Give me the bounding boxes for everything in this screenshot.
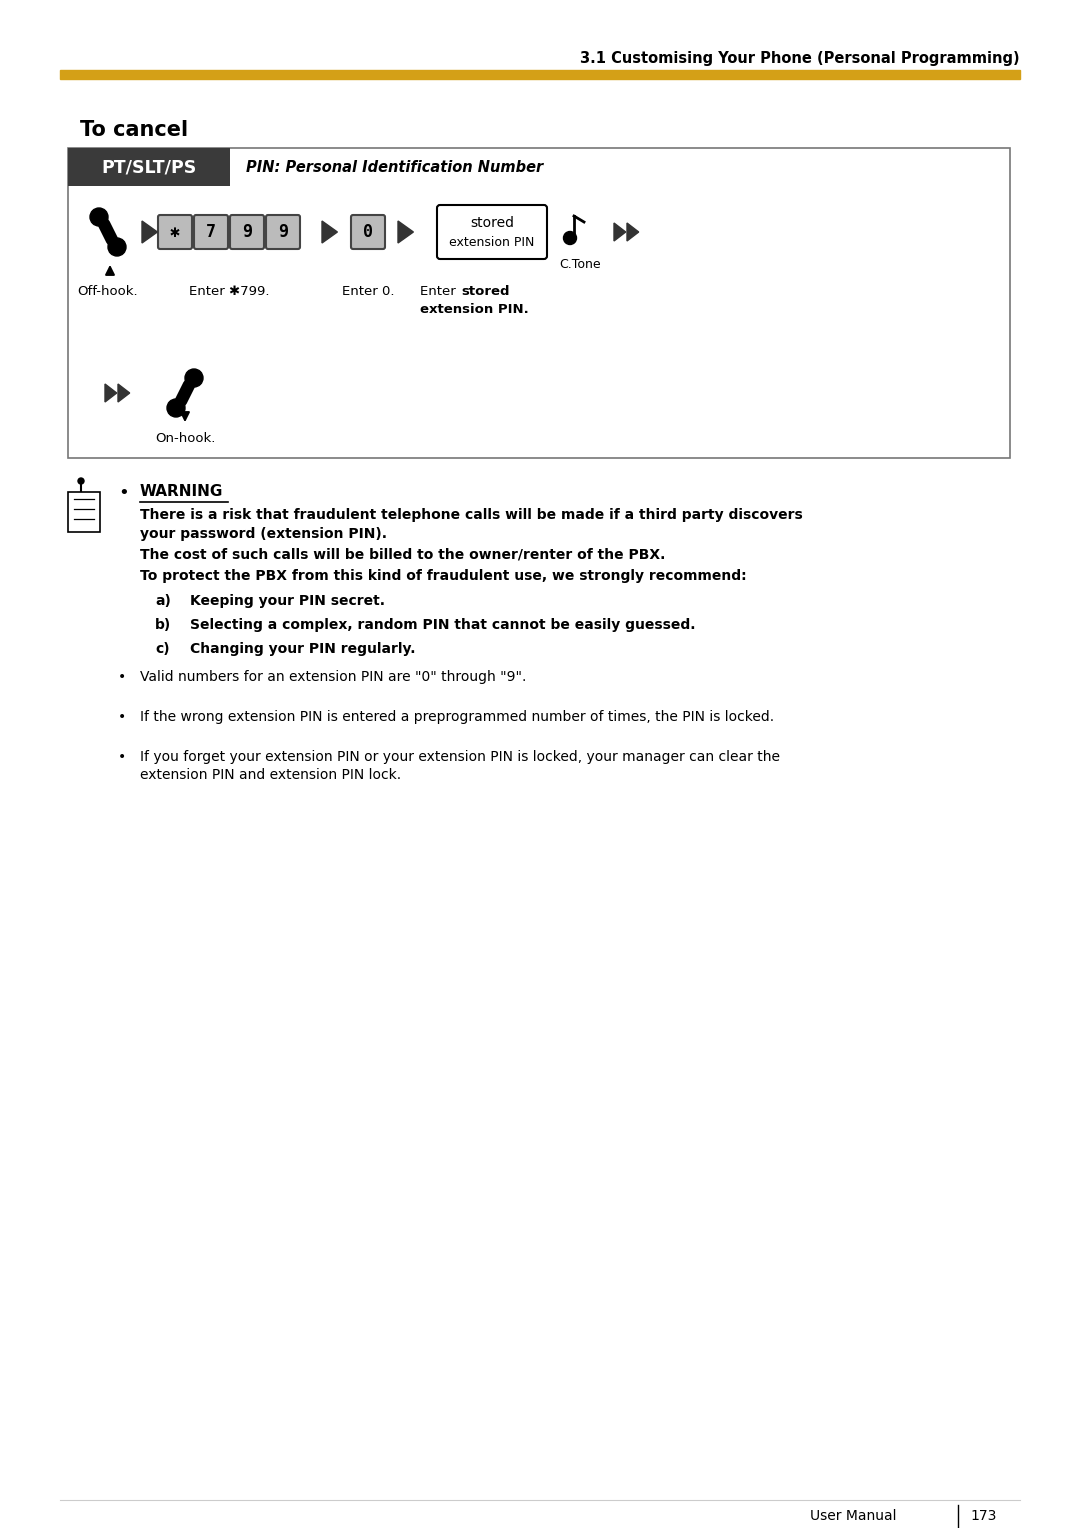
Text: To protect the PBX from this kind of fraudulent use, we strongly recommend:: To protect the PBX from this kind of fra… <box>140 568 746 584</box>
FancyBboxPatch shape <box>230 215 264 249</box>
Text: 173: 173 <box>970 1510 997 1523</box>
FancyBboxPatch shape <box>158 215 192 249</box>
Text: 3.1 Customising Your Phone (Personal Programming): 3.1 Customising Your Phone (Personal Pro… <box>580 50 1020 66</box>
Bar <box>68 148 1010 458</box>
Text: 9: 9 <box>242 223 252 241</box>
Text: •: • <box>118 669 126 685</box>
FancyBboxPatch shape <box>351 215 384 249</box>
FancyBboxPatch shape <box>266 215 300 249</box>
Text: ✱: ✱ <box>170 223 180 241</box>
Text: •: • <box>118 711 126 724</box>
FancyBboxPatch shape <box>68 492 100 532</box>
Text: b): b) <box>156 617 172 633</box>
Text: extension PIN: extension PIN <box>449 235 535 249</box>
Text: 0: 0 <box>363 223 373 241</box>
Polygon shape <box>399 222 414 243</box>
Text: WARNING: WARNING <box>140 484 224 500</box>
Polygon shape <box>141 222 158 243</box>
Circle shape <box>108 238 126 257</box>
Text: Enter ✱799.: Enter ✱799. <box>189 286 269 298</box>
Text: Keeping your PIN secret.: Keeping your PIN secret. <box>190 594 384 608</box>
Circle shape <box>564 232 577 244</box>
Text: a): a) <box>156 594 171 608</box>
Circle shape <box>78 478 84 484</box>
Text: •: • <box>118 484 129 503</box>
Circle shape <box>185 368 203 387</box>
Text: stored: stored <box>461 286 510 298</box>
FancyBboxPatch shape <box>437 205 546 260</box>
Text: stored: stored <box>470 215 514 231</box>
Text: Valid numbers for an extension PIN are "0" through "9".: Valid numbers for an extension PIN are "… <box>140 669 526 685</box>
Bar <box>68 148 230 186</box>
Text: Enter: Enter <box>420 286 460 298</box>
Polygon shape <box>322 222 337 243</box>
Text: 9: 9 <box>278 223 288 241</box>
Text: Selecting a complex, random PIN that cannot be easily guessed.: Selecting a complex, random PIN that can… <box>190 617 696 633</box>
Text: extension PIN.: extension PIN. <box>420 303 529 316</box>
Text: c): c) <box>156 642 170 656</box>
Polygon shape <box>615 223 625 241</box>
Text: To cancel: To cancel <box>80 121 188 141</box>
FancyBboxPatch shape <box>194 215 228 249</box>
Text: •: • <box>118 750 126 764</box>
Text: If you forget your extension PIN or your extension PIN is locked, your manager c: If you forget your extension PIN or your… <box>140 750 780 764</box>
Polygon shape <box>118 384 130 402</box>
Text: PIN: Personal Identification Number: PIN: Personal Identification Number <box>246 159 543 174</box>
Text: If the wrong extension PIN is entered a preprogrammed number of times, the PIN i: If the wrong extension PIN is entered a … <box>140 711 774 724</box>
Polygon shape <box>627 223 638 241</box>
Text: Off-hook.: Off-hook. <box>78 286 138 298</box>
Text: Enter 0.: Enter 0. <box>341 286 394 298</box>
Polygon shape <box>105 384 117 402</box>
Text: The cost of such calls will be billed to the owner/renter of the PBX.: The cost of such calls will be billed to… <box>140 549 665 562</box>
Text: User Manual: User Manual <box>810 1510 896 1523</box>
Text: PT/SLT/PS: PT/SLT/PS <box>102 157 197 176</box>
Text: 7: 7 <box>206 223 216 241</box>
Circle shape <box>167 399 185 417</box>
Text: There is a risk that fraudulent telephone calls will be made if a third party di: There is a risk that fraudulent telephon… <box>140 507 802 523</box>
Bar <box>60 70 1020 79</box>
Text: C.Tone: C.Tone <box>559 258 600 270</box>
Text: your password (extension PIN).: your password (extension PIN). <box>140 527 387 541</box>
Text: extension PIN and extension PIN lock.: extension PIN and extension PIN lock. <box>140 769 401 782</box>
Text: Changing your PIN regularly.: Changing your PIN regularly. <box>190 642 416 656</box>
Circle shape <box>90 208 108 226</box>
Text: On-hook.: On-hook. <box>154 432 215 445</box>
